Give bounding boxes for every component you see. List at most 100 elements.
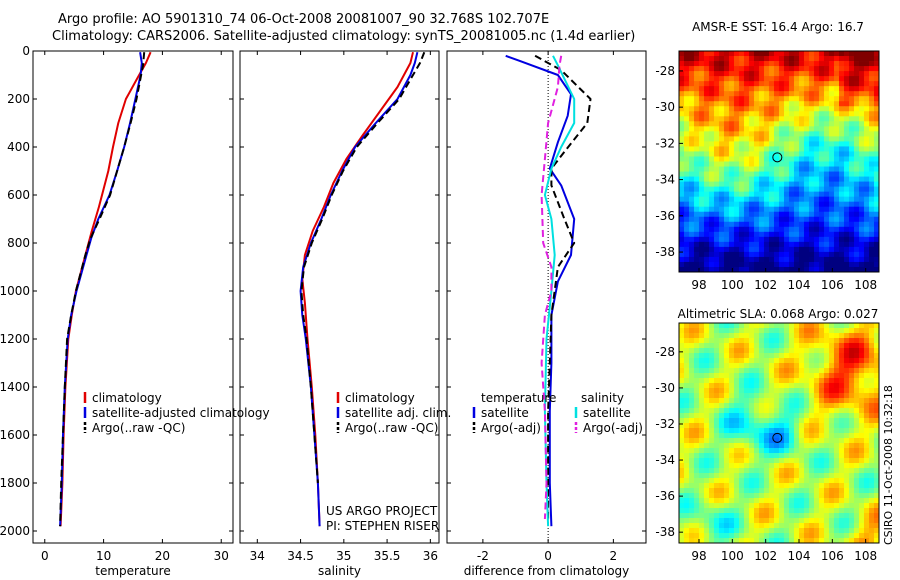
heatmap-cell: [769, 71, 775, 77]
heatmap-cell: [724, 528, 730, 534]
heatmap-cell: [804, 448, 810, 454]
heatmap-cell: [759, 398, 765, 404]
heatmap-cell: [689, 528, 695, 534]
heatmap-cell: [729, 493, 735, 499]
heatmap-cell: [774, 358, 780, 364]
heatmap-cell: [804, 478, 810, 484]
heatmap-cell: [759, 266, 765, 273]
heatmap-cell: [689, 378, 695, 384]
heatmap-cell: [734, 141, 740, 147]
heatmap-cell: [804, 523, 810, 529]
heatmap-cell: [874, 56, 880, 62]
heatmap-cell: [824, 438, 830, 444]
heatmap-cell: [709, 56, 715, 62]
heatmap-cell: [859, 226, 865, 233]
heatmap-cell: [819, 438, 825, 444]
heatmap-cell: [864, 211, 870, 218]
heatmap-cell: [754, 448, 760, 454]
heatmap-cell: [704, 56, 710, 62]
heatmap-cell: [839, 383, 845, 389]
heatmap-cell: [794, 323, 800, 329]
heatmap-cell: [859, 91, 865, 97]
heatmap-cell: [749, 378, 755, 384]
heatmap-cell: [799, 393, 805, 399]
heatmap-cell: [869, 498, 875, 504]
heatmap-cell: [819, 373, 825, 379]
heatmap-cell: [779, 373, 785, 379]
heatmap-cell: [744, 261, 750, 268]
heatmap-cell: [684, 106, 690, 112]
heatmap-cell: [819, 368, 825, 374]
heatmap-cell: [719, 56, 725, 62]
heatmap-cell: [869, 428, 875, 434]
heatmap-cell: [864, 333, 870, 339]
heatmap-cell: [809, 463, 815, 469]
heatmap-cell: [799, 328, 805, 334]
heatmap-cell: [874, 126, 880, 132]
heatmap-cell: [704, 443, 710, 449]
heatmap-cell: [804, 463, 810, 469]
heatmap-cell: [844, 328, 850, 334]
heatmap-cell: [854, 126, 860, 132]
heatmap-cell: [779, 201, 785, 208]
heatmap-cell: [739, 216, 745, 223]
heatmap-cell: [739, 453, 745, 459]
heatmap-cell: [694, 56, 700, 62]
heatmap-cell: [844, 388, 850, 394]
heatmap-cell: [774, 161, 780, 167]
heatmap-cell: [714, 91, 720, 97]
heatmap-cell: [869, 211, 875, 218]
heatmap-cell: [874, 478, 880, 484]
heatmap-cell: [784, 528, 790, 534]
heatmap-cell: [839, 66, 845, 72]
heatmap-cell: [734, 408, 740, 414]
heatmap-cell: [834, 266, 840, 273]
heatmap-cell: [789, 51, 795, 57]
heatmap-cell: [849, 428, 855, 434]
heatmap-cell: [834, 423, 840, 429]
heatmap-cell: [829, 101, 835, 107]
heatmap-cell: [694, 121, 700, 127]
heatmap-cell: [784, 428, 790, 434]
heatmap-cell: [724, 76, 730, 82]
heatmap-cell: [739, 121, 745, 127]
heatmap-cell: [779, 428, 785, 434]
heatmap-cell: [789, 116, 795, 122]
heatmap-cell: [859, 333, 865, 339]
heatmap-cell: [864, 236, 870, 243]
heatmap-cell: [719, 256, 725, 263]
heatmap-cell: [854, 463, 860, 469]
heatmap-cell: [809, 368, 815, 374]
heatmap-cell: [719, 241, 725, 248]
heatmap-cell: [699, 141, 705, 147]
heatmap-cell: [764, 86, 770, 92]
heatmap-cell: [854, 161, 860, 167]
heatmap-cell: [764, 196, 770, 203]
heatmap-cell: [734, 483, 740, 489]
heatmap-cell: [709, 226, 715, 233]
heatmap-cell: [864, 116, 870, 122]
heatmap-cell: [864, 328, 870, 334]
heatmap-cell: [869, 438, 875, 444]
heatmap-cell: [784, 101, 790, 107]
heatmap-cell: [709, 121, 715, 127]
heatmap-cell: [734, 96, 740, 102]
heatmap-cell: [804, 503, 810, 509]
heatmap-cell: [779, 231, 785, 238]
heatmap-cell: [729, 528, 735, 534]
heatmap-cell: [824, 408, 830, 414]
heatmap-cell: [839, 513, 845, 519]
heatmap-cell: [839, 261, 845, 268]
heatmap-cell: [834, 176, 840, 182]
heatmap-cell: [709, 438, 715, 444]
heatmap-cell: [734, 433, 740, 439]
heatmap-cell: [819, 413, 825, 419]
heatmap-cell: [804, 328, 810, 334]
heatmap-cell: [719, 338, 725, 344]
heatmap-cell: [849, 71, 855, 77]
heatmap-cell: [814, 246, 820, 253]
heatmap-cell: [839, 231, 845, 238]
heatmap-cell: [874, 453, 880, 459]
heatmap-cell: [679, 196, 685, 203]
heatmap-cell: [704, 156, 710, 162]
